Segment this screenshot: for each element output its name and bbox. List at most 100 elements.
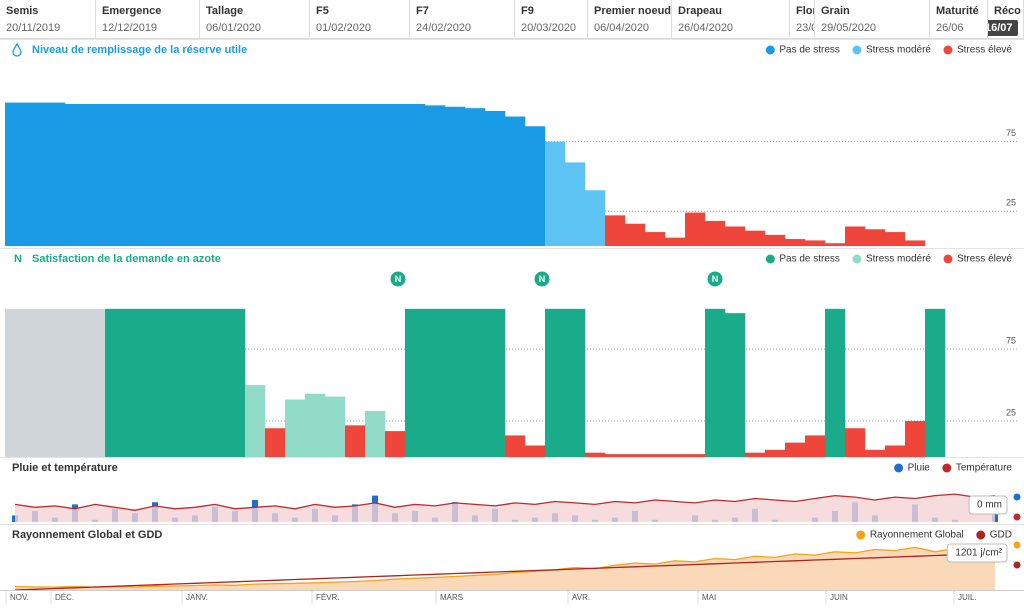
bar [705,220,726,246]
bar [765,234,786,246]
bar [725,313,746,457]
bar [225,308,246,457]
bar [365,410,386,457]
bar [645,232,666,246]
legend-label: Stress élevé [957,45,1012,56]
line [14,552,996,591]
legend-label: Température [956,463,1013,474]
title-icon: N [14,253,22,265]
hover-dot [1012,512,1022,522]
bar [525,445,546,457]
bar [785,239,806,246]
bar [265,428,286,457]
nitrogen-marker [534,271,550,287]
bar [5,308,26,457]
bar [385,103,406,246]
bar [205,308,226,457]
tooltip-text: 1201 j/cm² [955,548,1002,559]
bar [45,308,66,457]
bar [825,243,846,246]
line [14,493,996,511]
legend-swatch [852,254,862,264]
bar [905,421,926,457]
tooltip-box [946,543,1008,563]
y-tick-label: 25 [1006,198,1016,208]
legend-swatch [943,254,953,264]
stage-date: 01/02/2020 [316,22,372,34]
bar [465,108,486,247]
bar [585,190,606,246]
stage-label: Maturité [936,5,979,17]
area [15,494,995,522]
tooltip-box [968,495,1008,515]
bar [125,308,146,457]
bar [225,103,246,246]
bar [445,106,466,247]
bar [145,308,166,457]
bar [845,226,866,246]
nitrogen-marker [707,271,723,287]
bar [565,308,586,457]
stage-label: F9 [521,5,534,17]
bar [925,308,946,457]
bar [605,454,626,457]
x-tick-label: FÉVR. [316,593,340,602]
bar [265,103,286,246]
bar [425,105,446,246]
bar [145,103,166,246]
bar [325,103,346,246]
bar [345,103,366,246]
bar [885,445,906,457]
y-tick-label: 75 [1006,335,1016,345]
bar [185,308,206,457]
bar [485,110,506,246]
legend-label: Pas de stress [779,45,840,56]
bar [825,308,846,457]
bar [625,223,646,246]
legend-label: GDD [990,530,1012,541]
bar [485,308,506,457]
bar [545,308,566,457]
bar [565,162,586,246]
bar [865,449,886,457]
chart-title: Pluie et température [12,462,118,474]
chart-title: Niveau de remplissage de la réserve util… [32,44,247,56]
bar [85,308,106,457]
bar [765,449,786,457]
bar [805,435,826,457]
bar [5,102,26,246]
bar [645,454,666,457]
legend-swatch [942,463,952,473]
bar [465,308,486,457]
bar [805,240,826,246]
hover-dot [1012,560,1022,570]
x-tick-label: JANV. [186,593,208,602]
legend-swatch [976,530,986,540]
stage: F9 20/03/2020 [515,0,588,38]
bar [25,102,46,246]
bar [285,103,306,246]
stage: Maturité 26/06 [930,0,988,38]
bar [685,212,706,246]
bar [65,103,86,246]
drop-icon [12,42,22,57]
stage-label: Premier noeud [594,5,672,17]
bar [745,230,766,246]
bar [65,308,86,457]
legend-swatch [943,45,953,55]
y-tick-label: 75 [1006,128,1016,138]
y-tick-label: 25 [1006,407,1016,417]
stage: Semis 20/11/2019 [0,0,96,38]
bar [45,102,66,246]
stage-date: 20/03/2020 [521,22,577,34]
bar [405,103,426,246]
bar [725,226,746,246]
stage-label: Réco [994,5,1021,17]
bar [105,308,126,457]
stage: F7 24/02/2020 [410,0,515,38]
x-tick-label: DÉC. [55,593,74,602]
stage-date: 20/11/2019 [6,22,61,34]
bar [365,103,386,246]
bar [845,428,866,457]
